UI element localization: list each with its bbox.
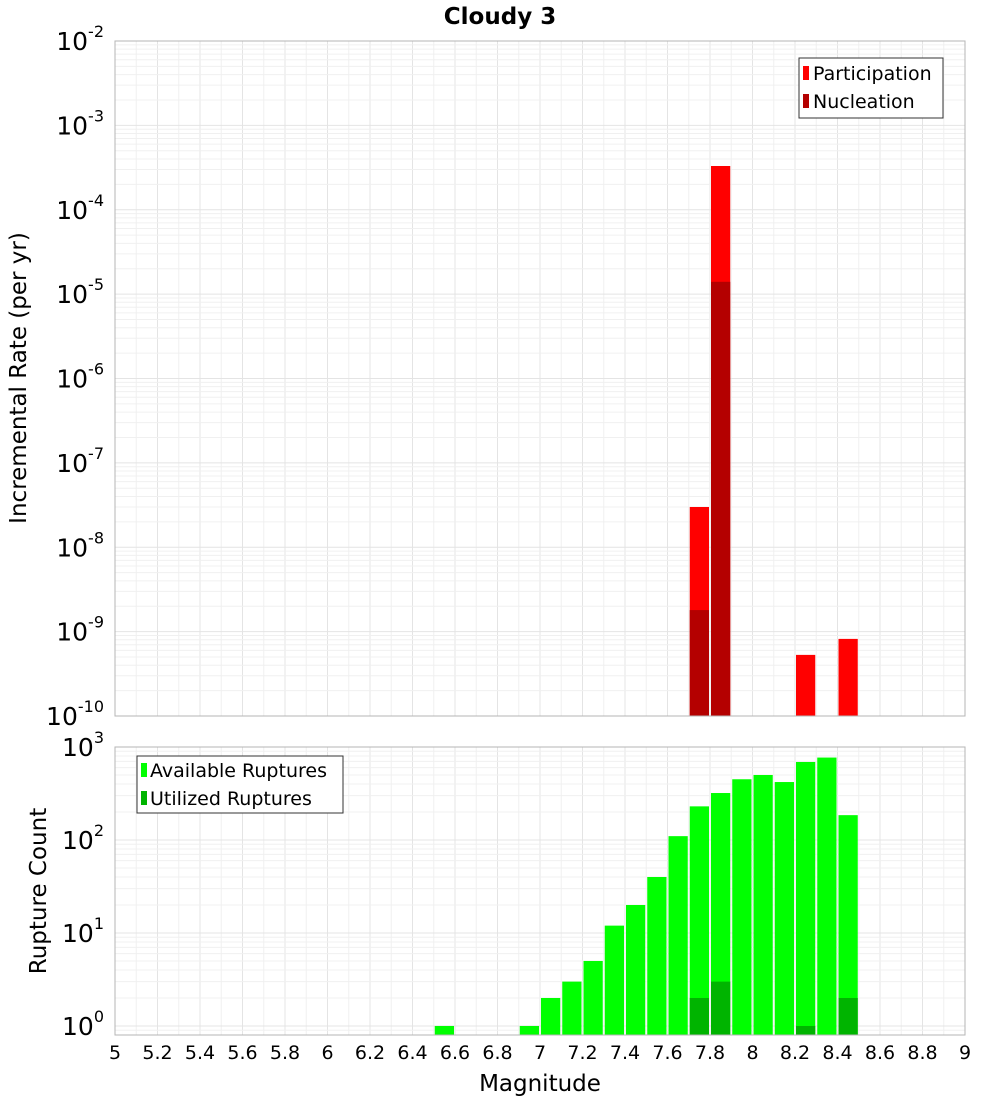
top-bar-s2-0 xyxy=(689,610,709,716)
top-bar-s1-2 xyxy=(796,654,816,716)
bottom-ytick-1: 101 xyxy=(62,914,104,948)
top-ytick-7: 10-3 xyxy=(56,106,104,140)
bottom-bar-s1-14 xyxy=(796,761,816,1035)
bottom-bar-s1-15 xyxy=(817,757,837,1035)
bottom-legend: Available Ruptures Utilized Ruptures xyxy=(136,755,344,814)
top-ytick-1: 10-9 xyxy=(56,613,104,647)
bottom-ylabel: Rupture Count xyxy=(26,808,52,974)
legend-nucleation: Nucleation xyxy=(813,91,915,113)
x-tick-12: 7.4 xyxy=(610,1042,640,1064)
top-ylabel: Incremental Rate (per yr) xyxy=(6,232,32,524)
legend-participation: Participation xyxy=(813,63,932,85)
x-tick-20: 9 xyxy=(959,1042,971,1064)
bottom-ytick-0: 100 xyxy=(62,1007,104,1041)
x-tick-15: 8 xyxy=(746,1042,758,1064)
x-tick-16: 8.2 xyxy=(780,1042,810,1064)
bottom-bar-s1-1 xyxy=(519,1025,539,1035)
bottom-bar-s1-13 xyxy=(774,782,794,1035)
x-tick-11: 7.2 xyxy=(567,1042,597,1064)
x-axis-label: Magnitude xyxy=(479,1071,601,1097)
bottom-ytick-3: 103 xyxy=(62,728,104,762)
legend-utilized-swatch xyxy=(141,791,147,805)
legend-utilized: Utilized Ruptures xyxy=(150,788,312,810)
bottom-bar-s1-10 xyxy=(711,793,731,1035)
x-axis-ticks: 5 5.2 5.4 5.6 5.8 6 6.2 6.4 6.6 6.8 7 7.2 7.4 7.6 7.8 8… xyxy=(109,1042,971,1064)
top-ytick-6: 10-4 xyxy=(56,191,104,225)
bottom-bar-s1-3 xyxy=(562,981,582,1035)
chart-title: Cloudy 3 xyxy=(444,4,556,30)
x-tick-17: 8.4 xyxy=(822,1042,852,1064)
bottom-bar-s1-11 xyxy=(732,779,752,1035)
top-ytick-5: 10-5 xyxy=(56,275,104,309)
bottom-bar-s1-5 xyxy=(604,925,624,1035)
bottom-bar-s2-2 xyxy=(796,1025,816,1035)
x-tick-4: 5.8 xyxy=(270,1042,300,1064)
legend-available-swatch xyxy=(141,763,147,777)
x-tick-3: 5.6 xyxy=(227,1042,257,1064)
top-ytick-0: 10-10 xyxy=(46,697,104,731)
top-ytick-4: 10-6 xyxy=(56,360,104,394)
x-tick-18: 8.6 xyxy=(865,1042,895,1064)
x-tick-8: 6.6 xyxy=(440,1042,470,1064)
x-tick-7: 6.4 xyxy=(397,1042,427,1064)
x-tick-19: 8.8 xyxy=(907,1042,937,1064)
bottom-bar-s1-8 xyxy=(668,836,688,1035)
bottom-bar-s1-12 xyxy=(753,774,773,1035)
bottom-bar-s1-7 xyxy=(647,877,667,1035)
x-tick-2: 5.4 xyxy=(185,1042,215,1064)
top-ytick-8: 10-2 xyxy=(56,22,104,56)
bottom-bar-s2-3 xyxy=(838,997,858,1035)
bottom-bar-s2-0 xyxy=(689,997,709,1035)
legend-available: Available Ruptures xyxy=(150,760,327,782)
bottom-bar-s1-9 xyxy=(689,806,709,1035)
bottom-bar-s1-0 xyxy=(434,1025,454,1035)
bottom-bar-s1-4 xyxy=(583,960,603,1035)
legend-nucleation-swatch xyxy=(803,94,809,108)
top-ytick-3: 10-7 xyxy=(56,444,104,478)
top-plot: 10-10 10-9 10-8 10-7 10-6 10-5 10-4 10-3 10-2 In… xyxy=(6,22,966,731)
x-tick-13: 7.6 xyxy=(652,1042,682,1064)
x-tick-6: 6.2 xyxy=(355,1042,385,1064)
x-tick-14: 7.8 xyxy=(695,1042,725,1064)
x-tick-9: 6.8 xyxy=(482,1042,512,1064)
bottom-bar-s2-1 xyxy=(711,981,731,1035)
bottom-bar-s1-16 xyxy=(838,815,858,1035)
bottom-bar-s1-2 xyxy=(541,997,561,1035)
x-tick-5: 6 xyxy=(321,1042,333,1064)
x-tick-1: 5.2 xyxy=(142,1042,172,1064)
top-legend: Participation Nucleation xyxy=(798,57,944,119)
legend-participation-swatch xyxy=(803,66,809,80)
top-bar-s2-1 xyxy=(711,281,731,716)
bottom-ytick-2: 102 xyxy=(62,821,104,855)
x-tick-0: 5 xyxy=(109,1042,121,1064)
top-ytick-2: 10-8 xyxy=(56,528,104,562)
bottom-bar-s1-6 xyxy=(626,904,646,1035)
bottom-plot: 100 101 102 103 Rupture Count Available Rup… xyxy=(26,728,966,1041)
x-tick-10: 7 xyxy=(534,1042,546,1064)
top-bar-s1-3 xyxy=(838,638,858,716)
